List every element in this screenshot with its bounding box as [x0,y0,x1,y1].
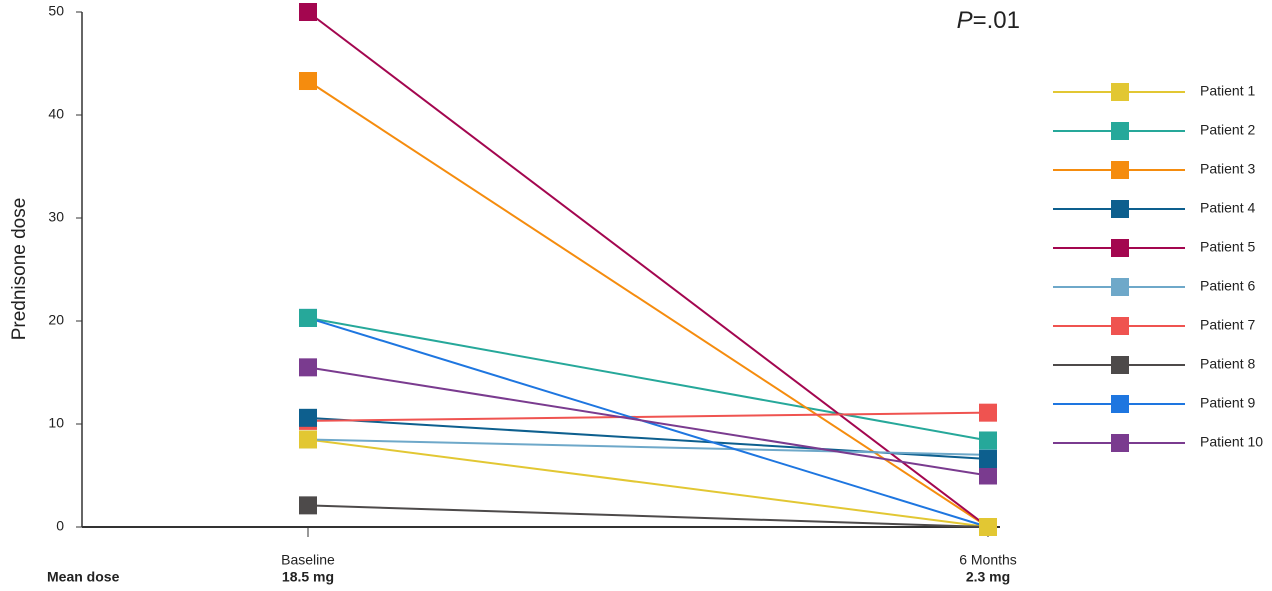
series-line [307,438,989,528]
legend-marker [1111,395,1129,413]
legend-marker [1111,200,1129,218]
legend-label: Patient 4 [1200,200,1255,216]
y-tick-label: 50 [48,3,64,19]
marker [979,450,997,469]
y-tick-label: 40 [48,106,64,122]
marker [299,308,317,327]
mean-dose: 18.5 mg [282,569,334,585]
legend-label: Patient 3 [1200,161,1255,177]
x-tick-label: Baseline [281,552,335,568]
marker [979,518,997,536]
y-axis-label: Prednisone dose [9,198,30,341]
marker [299,430,317,449]
p-italic: P [957,7,973,34]
legend-marker [1111,83,1129,101]
series-line [307,411,989,422]
legend-label: Patient 1 [1200,83,1255,99]
mean-dose: 2.3 mg [966,569,1010,585]
legend-marker [1111,434,1129,452]
legend-marker [1111,278,1129,296]
marker [979,431,997,450]
legend-marker [1111,161,1129,179]
mean-dose-label: Mean dose [47,569,120,585]
marker [299,3,317,21]
legend-label: Patient 5 [1200,239,1255,255]
legend-label: Patient 10 [1200,434,1263,450]
legend-marker [1111,239,1129,257]
y-tick-label: 30 [48,209,64,225]
series-line [307,504,989,528]
series-line [307,316,989,442]
legend-label: Patient 2 [1200,122,1255,138]
y-tick-label: 10 [48,415,64,431]
legend-label: Patient 9 [1200,395,1255,411]
y-tick-label: 20 [48,312,64,328]
p-text: =.01 [973,7,1020,34]
legend-label: Patient 7 [1200,317,1255,333]
legend-marker [1111,122,1129,140]
y-tick-label: 0 [56,518,64,534]
series-line [307,366,989,477]
marker [979,466,997,485]
marker [299,496,317,515]
legend-label: Patient 6 [1200,278,1255,294]
marker [299,408,317,427]
x-tick-label: 6 Months [959,552,1017,568]
marker [299,72,317,91]
series-line [307,438,989,456]
legend-marker [1111,356,1129,374]
series-line [307,11,989,528]
legend-label: Patient 8 [1200,356,1255,372]
marker [299,358,317,377]
marker [979,403,997,422]
series-line [307,316,989,528]
legend-marker [1111,317,1129,335]
p-value: P=.01 [957,7,1020,34]
